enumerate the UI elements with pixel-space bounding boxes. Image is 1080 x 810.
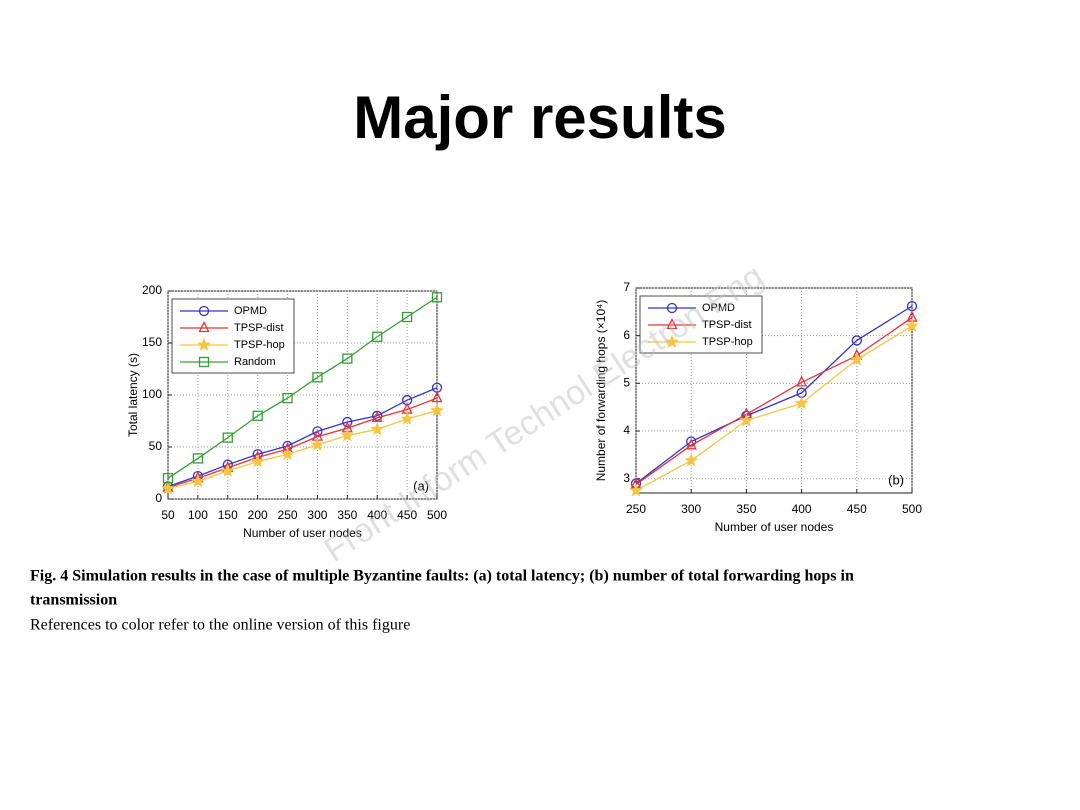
y-tick-label: 50 <box>149 439 163 453</box>
marker <box>629 483 643 497</box>
legend-marker <box>666 302 678 314</box>
legend-label: TPSP-hop <box>702 336 753 348</box>
y-tick-label: 0 <box>155 491 162 505</box>
marker <box>430 403 444 417</box>
marker <box>372 331 383 342</box>
marker <box>905 318 919 333</box>
x-tick-label: 400 <box>367 508 387 522</box>
x-tick-label: 400 <box>792 502 812 516</box>
marker <box>250 454 265 468</box>
x-tick-label: 450 <box>397 508 417 522</box>
marker <box>161 481 175 495</box>
y-tick-label: 3 <box>623 471 630 485</box>
x-tick-label: 250 <box>278 508 298 522</box>
marker <box>431 292 443 303</box>
marker <box>796 375 808 387</box>
y-tick-label: 6 <box>623 328 630 342</box>
y-axis-label: Total latency (s) <box>126 353 140 437</box>
marker <box>685 438 697 450</box>
caption: Fig. 4 Simulation results in the case of… <box>30 568 854 585</box>
legend-marker <box>666 318 678 330</box>
marker <box>431 391 443 403</box>
y-tick-label: 7 <box>623 280 630 294</box>
y-tick-label: 4 <box>623 423 630 437</box>
x-axis-label: Number of user nodes <box>243 526 362 540</box>
legend-marker <box>197 337 211 351</box>
marker <box>342 353 353 364</box>
series-line <box>635 317 913 485</box>
legend-marker <box>198 321 210 333</box>
series-line <box>635 325 913 492</box>
caption: transmission <box>30 592 117 609</box>
legend-marker <box>198 356 210 368</box>
marker <box>252 410 263 421</box>
slide-title: Major results <box>353 84 726 151</box>
series-line <box>167 409 438 490</box>
marker <box>684 453 699 467</box>
panel-label: (b) <box>888 472 904 487</box>
x-tick-label: 450 <box>847 502 867 516</box>
series-line <box>635 305 913 484</box>
marker <box>190 473 205 488</box>
x-tick-label: 100 <box>188 508 208 522</box>
marker <box>282 392 293 404</box>
legend-label: Random <box>234 356 276 368</box>
marker <box>340 428 355 442</box>
x-tick-label: 250 <box>626 502 646 516</box>
marker <box>310 437 325 451</box>
marker <box>851 335 862 346</box>
marker <box>280 446 295 461</box>
marker <box>342 416 353 428</box>
x-tick-label: 50 <box>161 508 175 522</box>
x-tick-label: 350 <box>736 502 756 516</box>
x-tick-label: 500 <box>427 508 447 522</box>
x-axis-label: Number of user nodes <box>715 520 834 534</box>
legend-label: TPSP-dist <box>234 322 284 334</box>
marker <box>192 453 204 464</box>
legend-label: TPSP-dist <box>702 319 752 331</box>
legend-label: OPMD <box>702 302 735 314</box>
marker <box>162 473 174 484</box>
legend-marker <box>198 305 210 317</box>
x-tick-label: 150 <box>218 508 238 522</box>
marker <box>220 463 235 477</box>
legend-label: TPSP-hop <box>234 339 285 351</box>
legend-label: OPMD <box>234 305 267 317</box>
panel-label: (a) <box>413 478 429 493</box>
y-tick-label: 200 <box>142 283 162 297</box>
marker <box>794 396 809 410</box>
marker <box>849 352 864 366</box>
y-tick-label: 5 <box>623 376 630 390</box>
y-tick-label: 150 <box>142 335 162 349</box>
marker <box>401 311 413 323</box>
y-tick-label: 100 <box>142 387 162 401</box>
x-tick-label: 300 <box>681 502 701 516</box>
y-axis-label: Number of forwarding hops (×10⁴) <box>594 300 608 482</box>
series-line <box>167 296 438 479</box>
marker <box>371 410 383 423</box>
caption: References to color refer to the online … <box>30 617 410 634</box>
marker <box>400 411 415 425</box>
marker <box>312 372 323 383</box>
x-tick-label: 350 <box>337 508 357 522</box>
series-line <box>167 397 438 489</box>
marker <box>370 421 385 436</box>
marker <box>222 432 233 443</box>
x-tick-label: 300 <box>307 508 327 522</box>
series-line <box>167 387 438 488</box>
marker <box>312 426 323 437</box>
x-tick-label: 200 <box>248 508 268 522</box>
marker <box>739 413 754 427</box>
x-tick-label: 500 <box>902 502 922 516</box>
legend-marker <box>665 334 679 348</box>
